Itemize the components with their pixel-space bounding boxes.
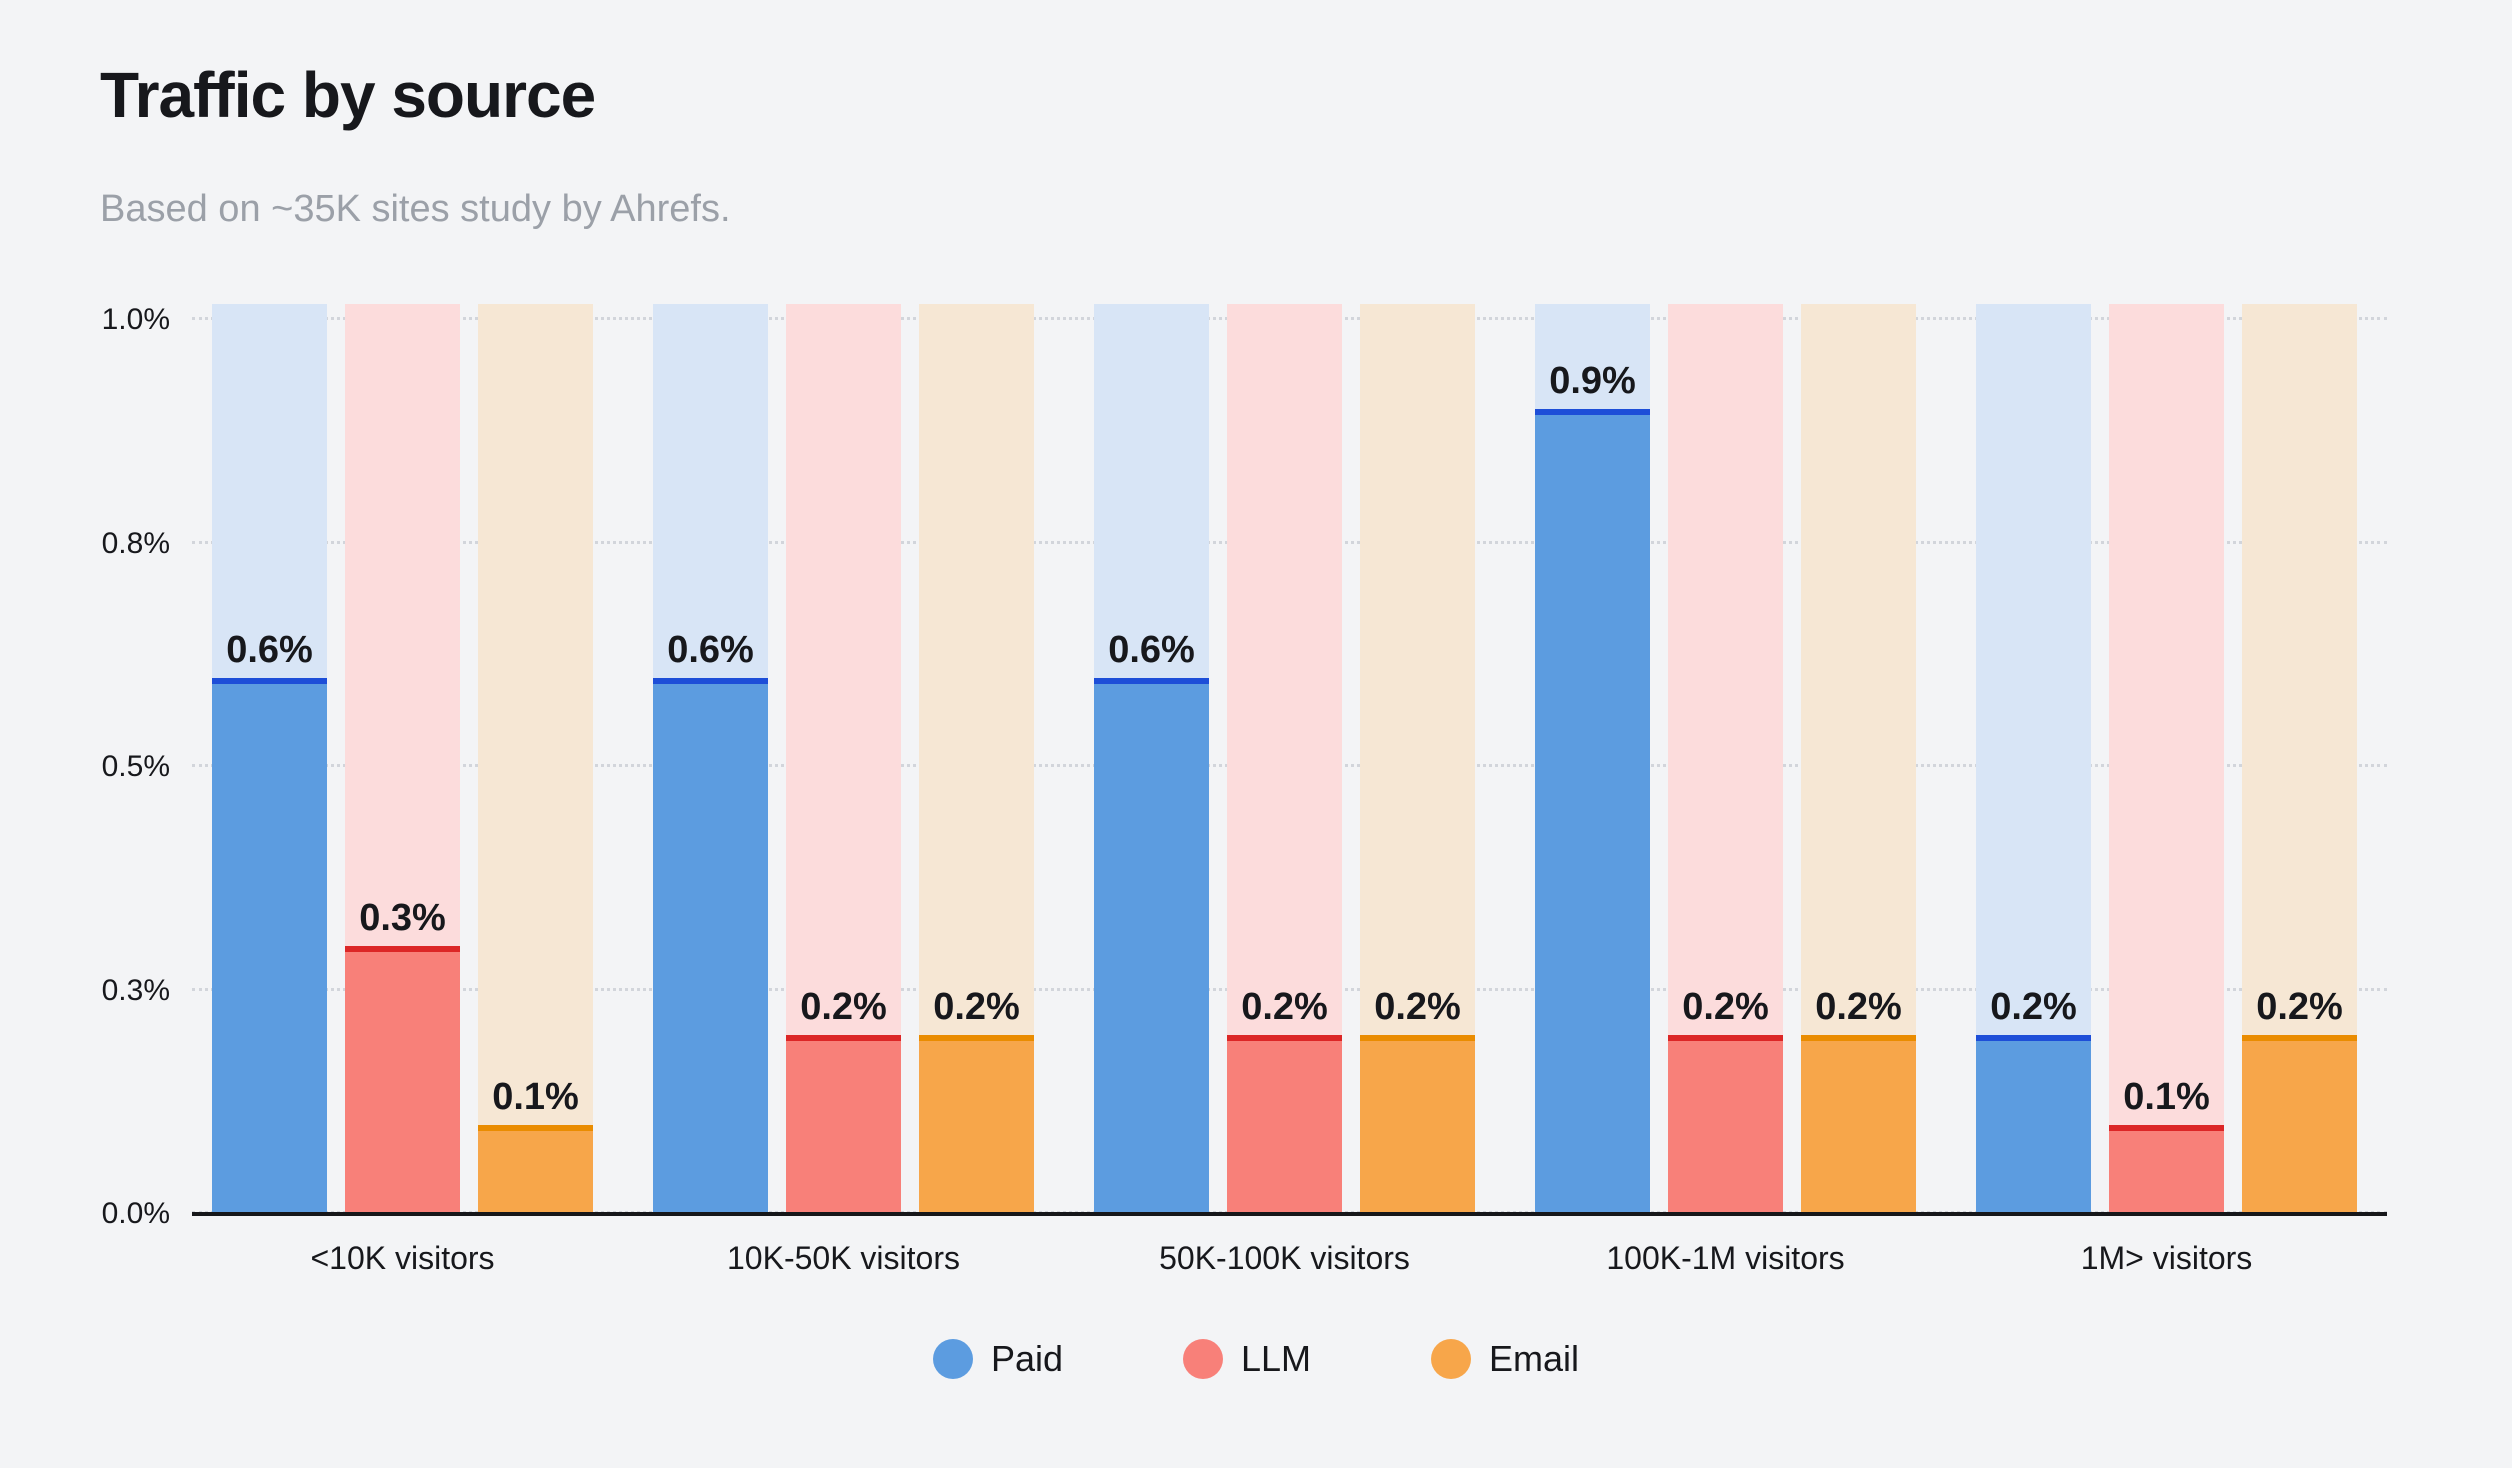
- bar-track-paid: 0.6%: [1094, 304, 1209, 1214]
- bar-group: 0.6% 0.3% 0.1% <10K visitors: [212, 304, 593, 1276]
- bar-email: 0.1%: [478, 1076, 593, 1214]
- bar-track-llm: 0.3%: [345, 304, 460, 1214]
- bar-paid: 0.6%: [653, 629, 768, 1214]
- bar-cluster: 0.9% 0.2% 0.2%: [1535, 304, 1916, 1214]
- bar-track-paid: 0.6%: [212, 304, 327, 1214]
- legend-dot-paid: [932, 1339, 973, 1379]
- bar-value-label: 0.2%: [1990, 986, 2077, 1029]
- bar-track-paid: 0.6%: [653, 304, 768, 1214]
- bar-track-llm: 0.2%: [1668, 304, 1783, 1214]
- x-axis-line: [192, 1212, 2387, 1216]
- bar-paid: 0.2%: [1976, 986, 2091, 1214]
- bar-cluster: 0.6% 0.3% 0.1%: [212, 304, 593, 1214]
- x-category-label: 1M> visitors: [2080, 1240, 2253, 1276]
- bar-value-label: 0.6%: [1108, 628, 1195, 671]
- bar-value-label: 0.6%: [226, 628, 313, 671]
- bar-value-label: 0.2%: [1682, 986, 1769, 1029]
- bar-cluster: 0.6% 0.2% 0.2%: [1094, 304, 1475, 1214]
- x-category-label: 100K-1M visitors: [1606, 1240, 1845, 1276]
- bar-track-llm: 0.2%: [786, 304, 901, 1214]
- bar-track-paid: 0.9%: [1535, 304, 1650, 1214]
- chart-title: Traffic by source: [100, 59, 596, 131]
- bar-track-email: 0.2%: [919, 304, 1034, 1214]
- bar-value-label: 0.2%: [1815, 986, 1902, 1029]
- bar-paid: 0.6%: [212, 629, 327, 1214]
- bar-paid: 0.9%: [1535, 360, 1650, 1214]
- bar-track-paid: 0.2%: [1976, 304, 2091, 1214]
- legend-dot-email: [1431, 1339, 1472, 1379]
- bar-value-label: 0.2%: [1241, 986, 1328, 1029]
- bar-track-email: 0.2%: [1801, 304, 1916, 1214]
- bar-groups: 0.6% 0.3% 0.1% <10K visitors 0.6% 0.2% 0.2% 10K…: [192, 304, 2387, 1276]
- bar-value-label: 0.9%: [1549, 360, 1636, 403]
- y-tick-label: 0.3%: [101, 973, 170, 1007]
- y-tick-label: 1.0%: [101, 303, 170, 336]
- bar-group: 0.6% 0.2% 0.2% 10K-50K visitors: [653, 304, 1034, 1276]
- bar-email: 0.2%: [919, 986, 1034, 1214]
- bar-value-label: 0.1%: [492, 1075, 579, 1118]
- bar-track-llm: 0.1%: [2109, 304, 2224, 1214]
- bar-email: 0.2%: [1801, 986, 1916, 1214]
- chart-subtitle: Based on ~35K sites study by Ahrefs.: [100, 188, 731, 230]
- legend-item-llm: LLM: [1183, 1338, 1311, 1380]
- bar-group: 0.6% 0.2% 0.2% 50K-100K visitors: [1094, 304, 1475, 1276]
- bar-value-label: 0.2%: [2256, 986, 2343, 1029]
- bar-value-label: 0.6%: [667, 628, 754, 671]
- bar-track-email: 0.2%: [2242, 304, 2357, 1214]
- plot-area: 0.6% 0.3% 0.1% <10K visitors 0.6% 0.2% 0.2% 10K…: [192, 304, 2387, 1276]
- x-category-label: 10K-50K visitors: [727, 1240, 960, 1276]
- bar-value-label: 0.3%: [359, 896, 446, 939]
- bar-cluster: 0.6% 0.2% 0.2%: [653, 304, 1034, 1214]
- bar-group: 0.9% 0.2% 0.2% 100K-1M visitors: [1535, 304, 1916, 1276]
- bar-value-label: 0.2%: [800, 986, 887, 1029]
- y-tick-label: 0.8%: [101, 526, 170, 560]
- x-category-label: <10K visitors: [310, 1240, 495, 1276]
- bar-value-label: 0.2%: [933, 986, 1020, 1029]
- legend-item-email: Email: [1431, 1338, 1579, 1380]
- legend-label-llm: LLM: [1241, 1338, 1312, 1379]
- y-axis: 0.0% 0.3% 0.5% 0.8% 1.0%: [62, 303, 170, 1230]
- bar-group: 0.2% 0.1% 0.2% 1M> visitors: [1976, 304, 2357, 1276]
- bar-track-email: 0.2%: [1360, 304, 1475, 1214]
- bar-email: 0.2%: [2242, 986, 2357, 1214]
- bar-email: 0.2%: [1360, 986, 1475, 1214]
- bar-llm: 0.1%: [2109, 1076, 2224, 1214]
- bar-cluster: 0.2% 0.1% 0.2%: [1976, 304, 2357, 1214]
- legend: Paid LLM Email: [0, 1338, 2512, 1380]
- bar-value-label: 0.1%: [2123, 1075, 2210, 1118]
- legend-item-paid: Paid: [932, 1338, 1063, 1380]
- legend-label-paid: Paid: [990, 1338, 1063, 1379]
- x-category-label: 50K-100K visitors: [1159, 1240, 1410, 1276]
- bar-llm: 0.2%: [1227, 986, 1342, 1214]
- bar-llm: 0.2%: [786, 986, 901, 1214]
- bar-paid: 0.6%: [1094, 629, 1209, 1214]
- legend-dot-llm: [1183, 1339, 1223, 1379]
- bar-track-llm: 0.2%: [1227, 304, 1342, 1214]
- bar-value-label: 0.2%: [1374, 986, 1461, 1029]
- bar-track-email: 0.1%: [478, 304, 593, 1214]
- y-tick-label: 0.0%: [101, 1197, 170, 1230]
- bar-llm: 0.3%: [345, 897, 460, 1214]
- bar-llm: 0.2%: [1668, 986, 1783, 1214]
- y-tick-label: 0.5%: [101, 750, 170, 783]
- legend-label-email: Email: [1489, 1338, 1580, 1379]
